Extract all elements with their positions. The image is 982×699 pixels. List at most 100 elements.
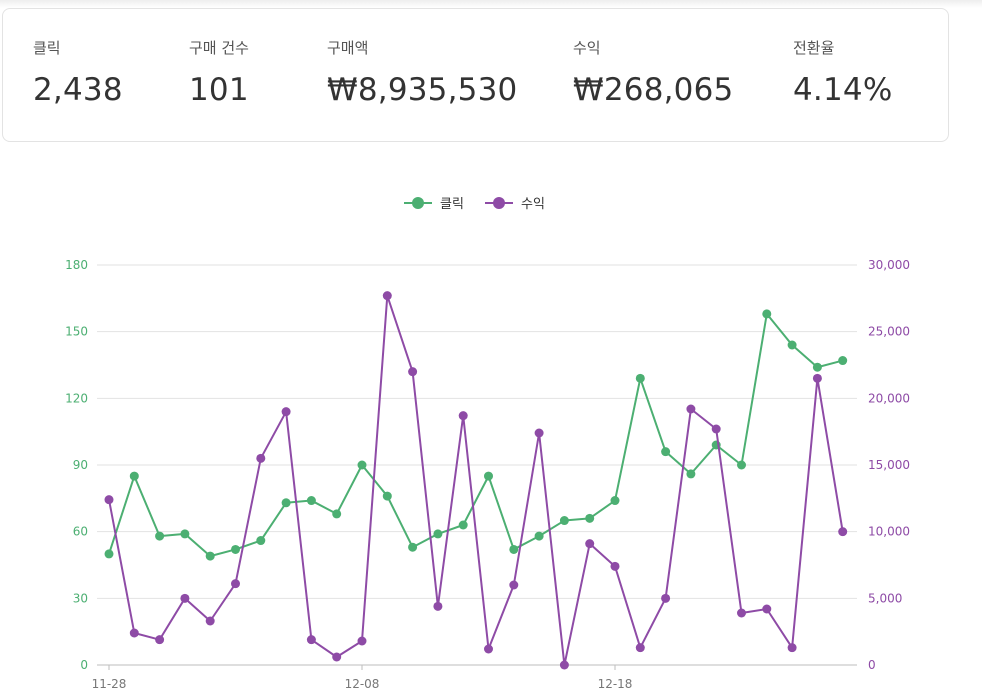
y-left-tick-label: 30 [73,591,88,605]
y-right-tick-label: 30,000 [868,258,910,272]
y-right-tick-label: 5,000 [868,591,902,605]
data-point [281,498,291,508]
y-left-tick-label: 150 [65,325,88,339]
data-point [180,529,190,539]
data-point [408,367,418,377]
data-point [686,404,696,414]
y-left-tick-label: 0 [80,658,88,672]
data-point [686,469,696,479]
summary-card: 클릭 2,438 구매 건수 101 구매액 ₩8,935,530 수익 ₩26… [2,8,949,142]
y-right-tick-label: 20,000 [868,391,910,405]
y-right-tick-label: 10,000 [868,525,910,539]
series-line-0 [108,312,843,558]
data-point [585,539,595,549]
data-point [205,551,215,561]
data-point [129,628,139,638]
stat-purchases: 구매 건수 101 [189,37,249,108]
series-layer [104,291,848,670]
data-point [787,643,797,653]
data-point [205,616,215,626]
data-point [838,356,848,366]
legend-marker-1[interactable] [493,197,505,209]
data-point [256,453,266,463]
stat-revenue-value: ₩268,065 [573,72,734,108]
grid-layer [97,264,857,666]
data-point [382,491,392,501]
y-right-tick-label: 25,000 [868,325,910,339]
stat-purchase-amount-value: ₩8,935,530 [327,72,518,108]
data-point [104,495,114,505]
data-point [635,643,645,653]
legend-marker-0[interactable] [412,197,424,209]
series-line-1 [108,294,844,666]
data-point [104,549,114,559]
stat-revenue: 수익 ₩268,065 [573,37,733,108]
data-point [408,542,418,552]
stat-clicks-value: 2,438 [33,72,123,108]
data-point [281,407,291,417]
data-point [256,536,266,546]
data-point [484,471,493,481]
data-point [231,579,240,589]
y-right-tick-label: 0 [868,658,876,672]
data-point [155,635,165,645]
data-point [812,373,822,383]
stat-purchase-amount: 구매액 ₩8,935,530 [327,37,517,108]
data-point [635,373,645,383]
data-point [357,460,367,470]
stat-clicks-label: 클릭 [33,39,61,57]
data-point [129,471,139,481]
data-point [661,447,671,457]
data-point [787,340,797,350]
data-point [382,291,392,301]
data-point [180,593,190,603]
stat-purchase-amount-label: 구매액 [327,39,369,57]
data-point [585,513,595,523]
data-point [458,520,468,530]
data-point [737,608,746,618]
y-left-tick-label: 180 [65,258,88,272]
top-shadow-bar [0,0,982,8]
data-point [433,601,443,611]
data-point [812,362,822,372]
data-point [711,424,721,434]
data-point [484,644,493,654]
x-tick-label: 12-18 [598,677,633,691]
legend-label-1[interactable]: 수익 [521,197,545,212]
data-point [661,593,671,603]
data-point [357,636,367,646]
y-left-tick-label: 60 [73,525,88,539]
data-point [458,411,468,421]
data-point [306,496,316,506]
x-tick-label: 11-28 [92,677,127,691]
y-left-tick-label: 120 [65,391,88,405]
data-point [610,496,620,506]
data-point [433,529,443,539]
stat-conversion-value: 4.14% [793,72,893,108]
y-left-tick-label: 90 [73,458,88,472]
stat-clicks: 클릭 2,438 [33,37,123,108]
data-point [231,544,240,554]
data-point [332,652,342,662]
data-point [559,660,569,670]
data-point [534,428,544,438]
data-point [838,527,848,537]
data-point [610,561,620,571]
data-point [509,580,519,590]
x-tick-label: 12-08 [345,677,380,691]
stat-purchases-value: 101 [189,72,249,108]
data-point [762,604,772,614]
data-point [534,531,544,541]
legend-label-0[interactable]: 클릭 [440,197,464,212]
clicks-revenue-chart: 0 0 30 5,000 60 10,000 90 15,000 120 20,000 150 25,… [65,197,910,691]
legend[interactable]: 클릭 수익 [404,197,545,212]
data-point [509,544,519,554]
data-point [737,460,746,470]
stat-revenue-label: 수익 [573,39,601,57]
data-point [306,635,316,645]
data-point [155,531,165,541]
data-point [762,309,772,319]
data-point [332,509,342,519]
stat-conversion-label: 전환율 [793,39,835,57]
stat-purchases-label: 구매 건수 [189,39,249,57]
